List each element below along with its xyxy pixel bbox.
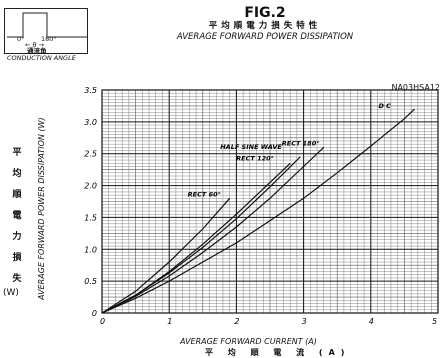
tick-labels: 0 1 2 3 4 5 0 0.5 1.0 1.5 2.0 2.5 3.0 3.5 [84,86,437,326]
data-curves [101,108,415,314]
japanese-y-label: 平 均 順 電 力 損 失 [8,143,26,290]
english-title: AVERAGE FORWARD POWER DISSIPATION [176,32,354,42]
theta-label: ← θ → [25,41,45,49]
y-tick-label: 3.0 [84,118,97,127]
y-tick-label: 1.0 [84,245,97,254]
series-line-3 [101,162,291,314]
y-tick-label: 3.5 [84,86,97,95]
y-tick-label: 2.0 [84,182,97,191]
series-line-2 [101,156,301,314]
jp-char: 平 [12,148,22,158]
x-tick-label: 3 [302,317,307,326]
series-label-2: HALF SINE WAVE [220,143,282,151]
angle-start-label: 0° [17,35,25,43]
y-unit-label: (W) [3,288,19,298]
title-block: FIG.2 平均順電力損失特性 AVERAGE FORWARD POWER DI… [150,5,380,43]
inset-en-label: CONDUCTION ANGLE [7,54,76,62]
jp-char: 力 [12,232,22,242]
minor-grid [102,90,438,313]
x-tick-label: 1 [167,317,172,326]
major-grid [101,89,439,314]
y-tick-label: 1.5 [84,213,97,222]
y-tick-label: 2.5 [84,150,97,159]
x-tick-label: 5 [432,317,437,326]
x-tick-label: 4 [369,317,374,326]
series-label-4: RECT 60° [188,190,221,198]
x-tick-label: 0 [100,317,105,326]
y-tick-label: 0 [92,309,97,318]
plot-frame [101,89,439,314]
series-line-0 [101,108,415,314]
jp-char: 損 [12,253,22,263]
conduction-waveform-icon [7,12,87,38]
jp-char: 電 [12,211,22,221]
inset-jp-label: 通流角 [27,47,47,55]
angle-end-label: 180° [41,35,57,43]
series-line-1 [101,146,325,314]
series-line-4 [101,197,231,314]
figure-number: FIG.2 [244,5,286,21]
conduction-angle-inset: 0° 180° ← θ → 通流角 CONDUCTION ANGLE [4,8,88,62]
japanese-title: 平均順電力損失特性 [208,21,322,31]
x-axis-japanese-title: 平 均 順 電 流 (A) [205,348,351,357]
series-label-1: RECT 180° [282,139,320,147]
y-tick-label: 0.5 [84,277,97,286]
series-label-0: D C [378,102,391,110]
curve-labels: D C RECT 180°HALF SINE WAVE RECT 120° RECT … [188,102,391,198]
part-number: NA03HSA12 [391,83,440,92]
x-tick-label: 2 [234,317,239,326]
jp-char: 均 [12,169,22,179]
jp-char: 失 [12,274,22,284]
jp-char: 順 [12,190,22,200]
x-axis-title: AVERAGE FORWARD CURRENT (A) [180,337,317,346]
series-label-3: RECT 120° [236,154,274,162]
